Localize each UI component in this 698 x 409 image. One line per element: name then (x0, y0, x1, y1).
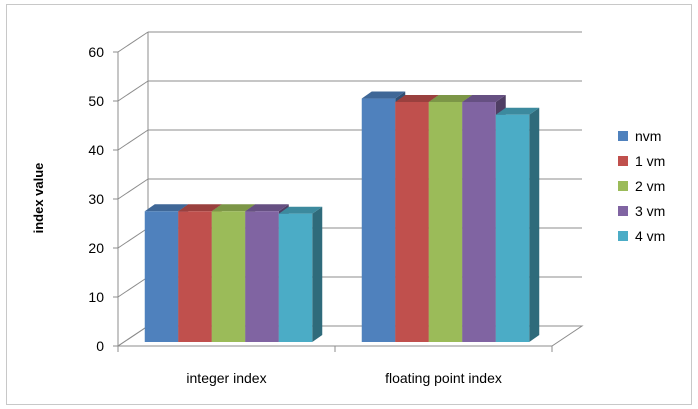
y-axis-label: index value (31, 163, 46, 234)
legend-label: nvm (635, 128, 661, 144)
bar (361, 98, 396, 342)
bar (462, 101, 496, 342)
gridline-side (117, 325, 149, 347)
legend-swatch (618, 156, 628, 166)
bar (278, 213, 313, 342)
y-tick-label: 20 (88, 240, 104, 256)
bar-top (361, 91, 406, 99)
x-tick-label: floating point index (385, 370, 502, 386)
y-tick-label: 40 (88, 142, 104, 158)
bar (211, 211, 246, 342)
bar (245, 211, 279, 342)
gridline-side (117, 129, 149, 151)
bar-side (312, 206, 323, 342)
bar (395, 101, 429, 342)
y-tick-label: 30 (88, 191, 104, 207)
gridline-side (117, 178, 149, 200)
legend-swatch (618, 131, 628, 141)
y-tick-label: 10 (88, 289, 104, 305)
bar (178, 211, 212, 342)
bar-top (178, 204, 222, 212)
bar (495, 114, 530, 342)
y-tick-label: 60 (88, 44, 104, 60)
bar (428, 101, 463, 342)
legend-label: 4 vm (635, 228, 665, 244)
bar-top (144, 204, 189, 212)
legend-label: 3 vm (635, 203, 665, 219)
gridline-side (117, 31, 149, 53)
bar-top (245, 204, 289, 212)
bar-top (278, 206, 323, 214)
legend-swatch (618, 231, 628, 241)
legend-label: 2 vm (635, 178, 665, 194)
legend-swatch (618, 206, 628, 216)
y-tick-label: 50 (88, 93, 104, 109)
bar-top (428, 94, 473, 102)
gridline-side (117, 227, 149, 249)
bar-top (462, 94, 506, 102)
legend-label: 1 vm (635, 153, 665, 169)
bar-top (211, 204, 256, 212)
bar-side (529, 107, 540, 342)
bar-top (395, 94, 439, 102)
legend-swatch (618, 181, 628, 191)
y-tick-label: 0 (96, 338, 104, 354)
bar (144, 211, 179, 342)
bar-top (495, 107, 540, 115)
gridline-side (117, 276, 149, 298)
gridline-side (117, 80, 149, 102)
x-tick-label: integer index (186, 370, 266, 386)
